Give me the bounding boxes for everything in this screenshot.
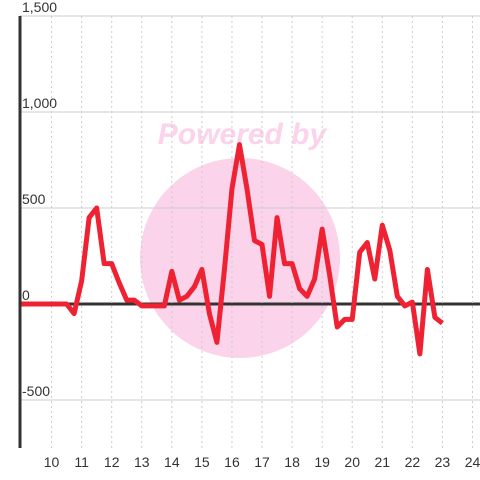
y-tick-label: 1,500 [22,0,57,15]
x-tick-label: 10 [44,454,60,470]
x-tick-label: 15 [194,454,210,470]
x-tick-label: 19 [314,454,330,470]
x-tick-label: 17 [254,454,270,470]
x-tick-label: 14 [164,454,180,470]
x-tick-label: 13 [134,454,150,470]
x-tick-label: 21 [374,454,390,470]
watermark-text: Powered by [158,118,328,151]
watermark-logo [140,158,340,358]
x-tick-label: 24 [465,454,480,470]
x-tick-label: 11 [74,454,89,470]
x-tick-label: 16 [224,454,240,470]
y-tick-label: 0 [22,287,30,303]
y-tick-label: 1,000 [22,95,57,111]
x-tick-label: 22 [405,454,421,470]
y-tick-label: 500 [22,191,46,207]
x-tick-label: 23 [435,454,451,470]
data-line [21,142,444,357]
y-tick-label: -500 [22,383,50,399]
x-tick-label: 12 [104,454,120,470]
x-tick-label: 18 [284,454,300,470]
x-tick-label: 20 [344,454,360,470]
